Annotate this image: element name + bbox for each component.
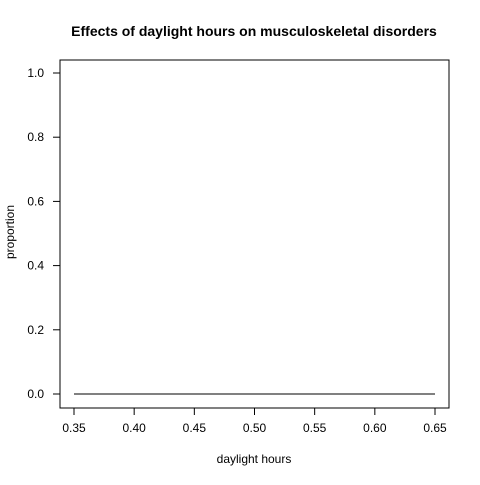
chart-title: Effects of daylight hours on musculoskel… (71, 23, 437, 39)
x-tick-label: 0.60 (363, 421, 387, 435)
x-tick-label: 0.45 (183, 421, 207, 435)
x-tick-label: 0.40 (122, 421, 146, 435)
y-tick-label: 0.0 (27, 387, 44, 401)
x-tick-label: 0.65 (423, 421, 447, 435)
y-tick-label: 0.2 (27, 323, 44, 337)
x-tick-label: 0.35 (62, 421, 86, 435)
plot-area-frame (59, 59, 450, 409)
x-axis-label: daylight hours (217, 452, 292, 466)
y-tick-label: 0.8 (27, 130, 44, 144)
y-tick-label: 0.4 (27, 259, 44, 273)
y-axis-label: proportion (3, 205, 17, 259)
x-tick-label: 0.50 (243, 421, 267, 435)
x-tick-label: 0.55 (303, 421, 327, 435)
x-axis: 0.35 0.40 0.45 0.50 0.55 0.60 0.65 (62, 407, 447, 435)
y-tick-label: 0.6 (27, 194, 44, 208)
y-tick-label: 1.0 (27, 66, 44, 80)
y-axis: 0.0 0.2 0.4 0.6 0.8 1.0 (27, 66, 61, 401)
